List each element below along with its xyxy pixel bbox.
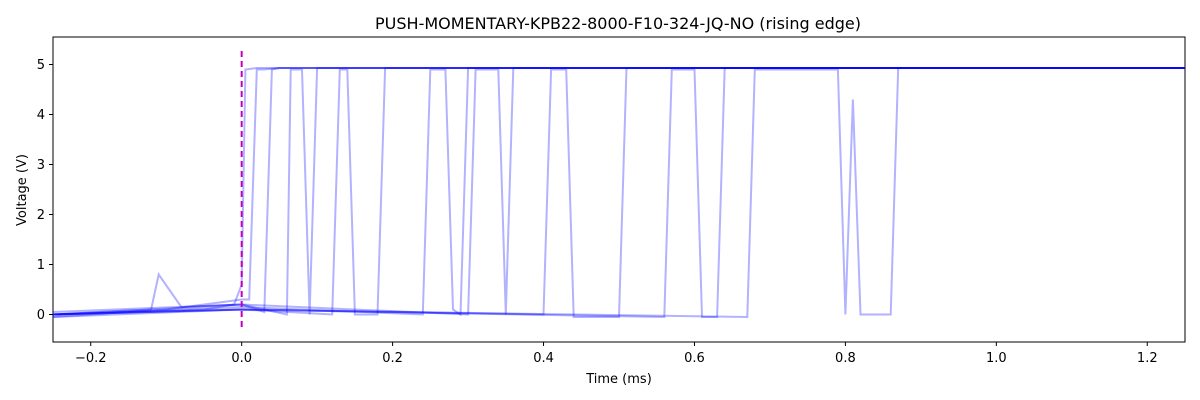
series-line-7 xyxy=(52,67,1185,316)
x-tick-label: 1.0 xyxy=(986,351,1007,366)
y-tick-label: 1 xyxy=(37,258,45,273)
x-tick-label: −0.2 xyxy=(75,351,107,366)
y-tick-label: 0 xyxy=(37,308,45,323)
x-tick-label: 0.4 xyxy=(533,351,554,366)
series-line-1 xyxy=(52,67,1185,316)
series-line-10 xyxy=(52,67,1185,319)
x-tick-label: 0.0 xyxy=(231,351,252,366)
x-axis-label: Time (ms) xyxy=(585,372,652,387)
series-line-6 xyxy=(52,67,1185,317)
x-axis: −0.2 0.0 0.2 0.4 0.6 0.8 1.0 1.2 xyxy=(75,342,1158,366)
chart-title: PUSH-MOMENTARY-KPB22-8000-F10-324-JQ-NO … xyxy=(375,14,861,33)
x-tick-label: 0.8 xyxy=(835,351,856,366)
y-tick-label: 4 xyxy=(37,108,45,123)
series-line-4 xyxy=(52,67,1185,316)
series-line-8 xyxy=(52,67,1185,318)
plot-area xyxy=(52,36,1186,343)
series-layer xyxy=(52,67,1185,319)
y-axis-label: Voltage (V) xyxy=(15,154,30,226)
x-tick-label: 0.2 xyxy=(382,351,403,366)
y-axis: 0 1 2 3 4 5 xyxy=(37,58,53,323)
x-tick-label: 1.2 xyxy=(1137,351,1158,366)
series-line-2 xyxy=(52,67,1185,318)
y-tick-label: 3 xyxy=(37,158,45,173)
y-tick-label: 2 xyxy=(37,208,45,223)
x-tick-label: 0.6 xyxy=(684,351,705,366)
y-tick-label: 5 xyxy=(37,58,45,73)
series-line-9 xyxy=(52,67,1185,319)
series-line-5 xyxy=(52,67,1185,318)
